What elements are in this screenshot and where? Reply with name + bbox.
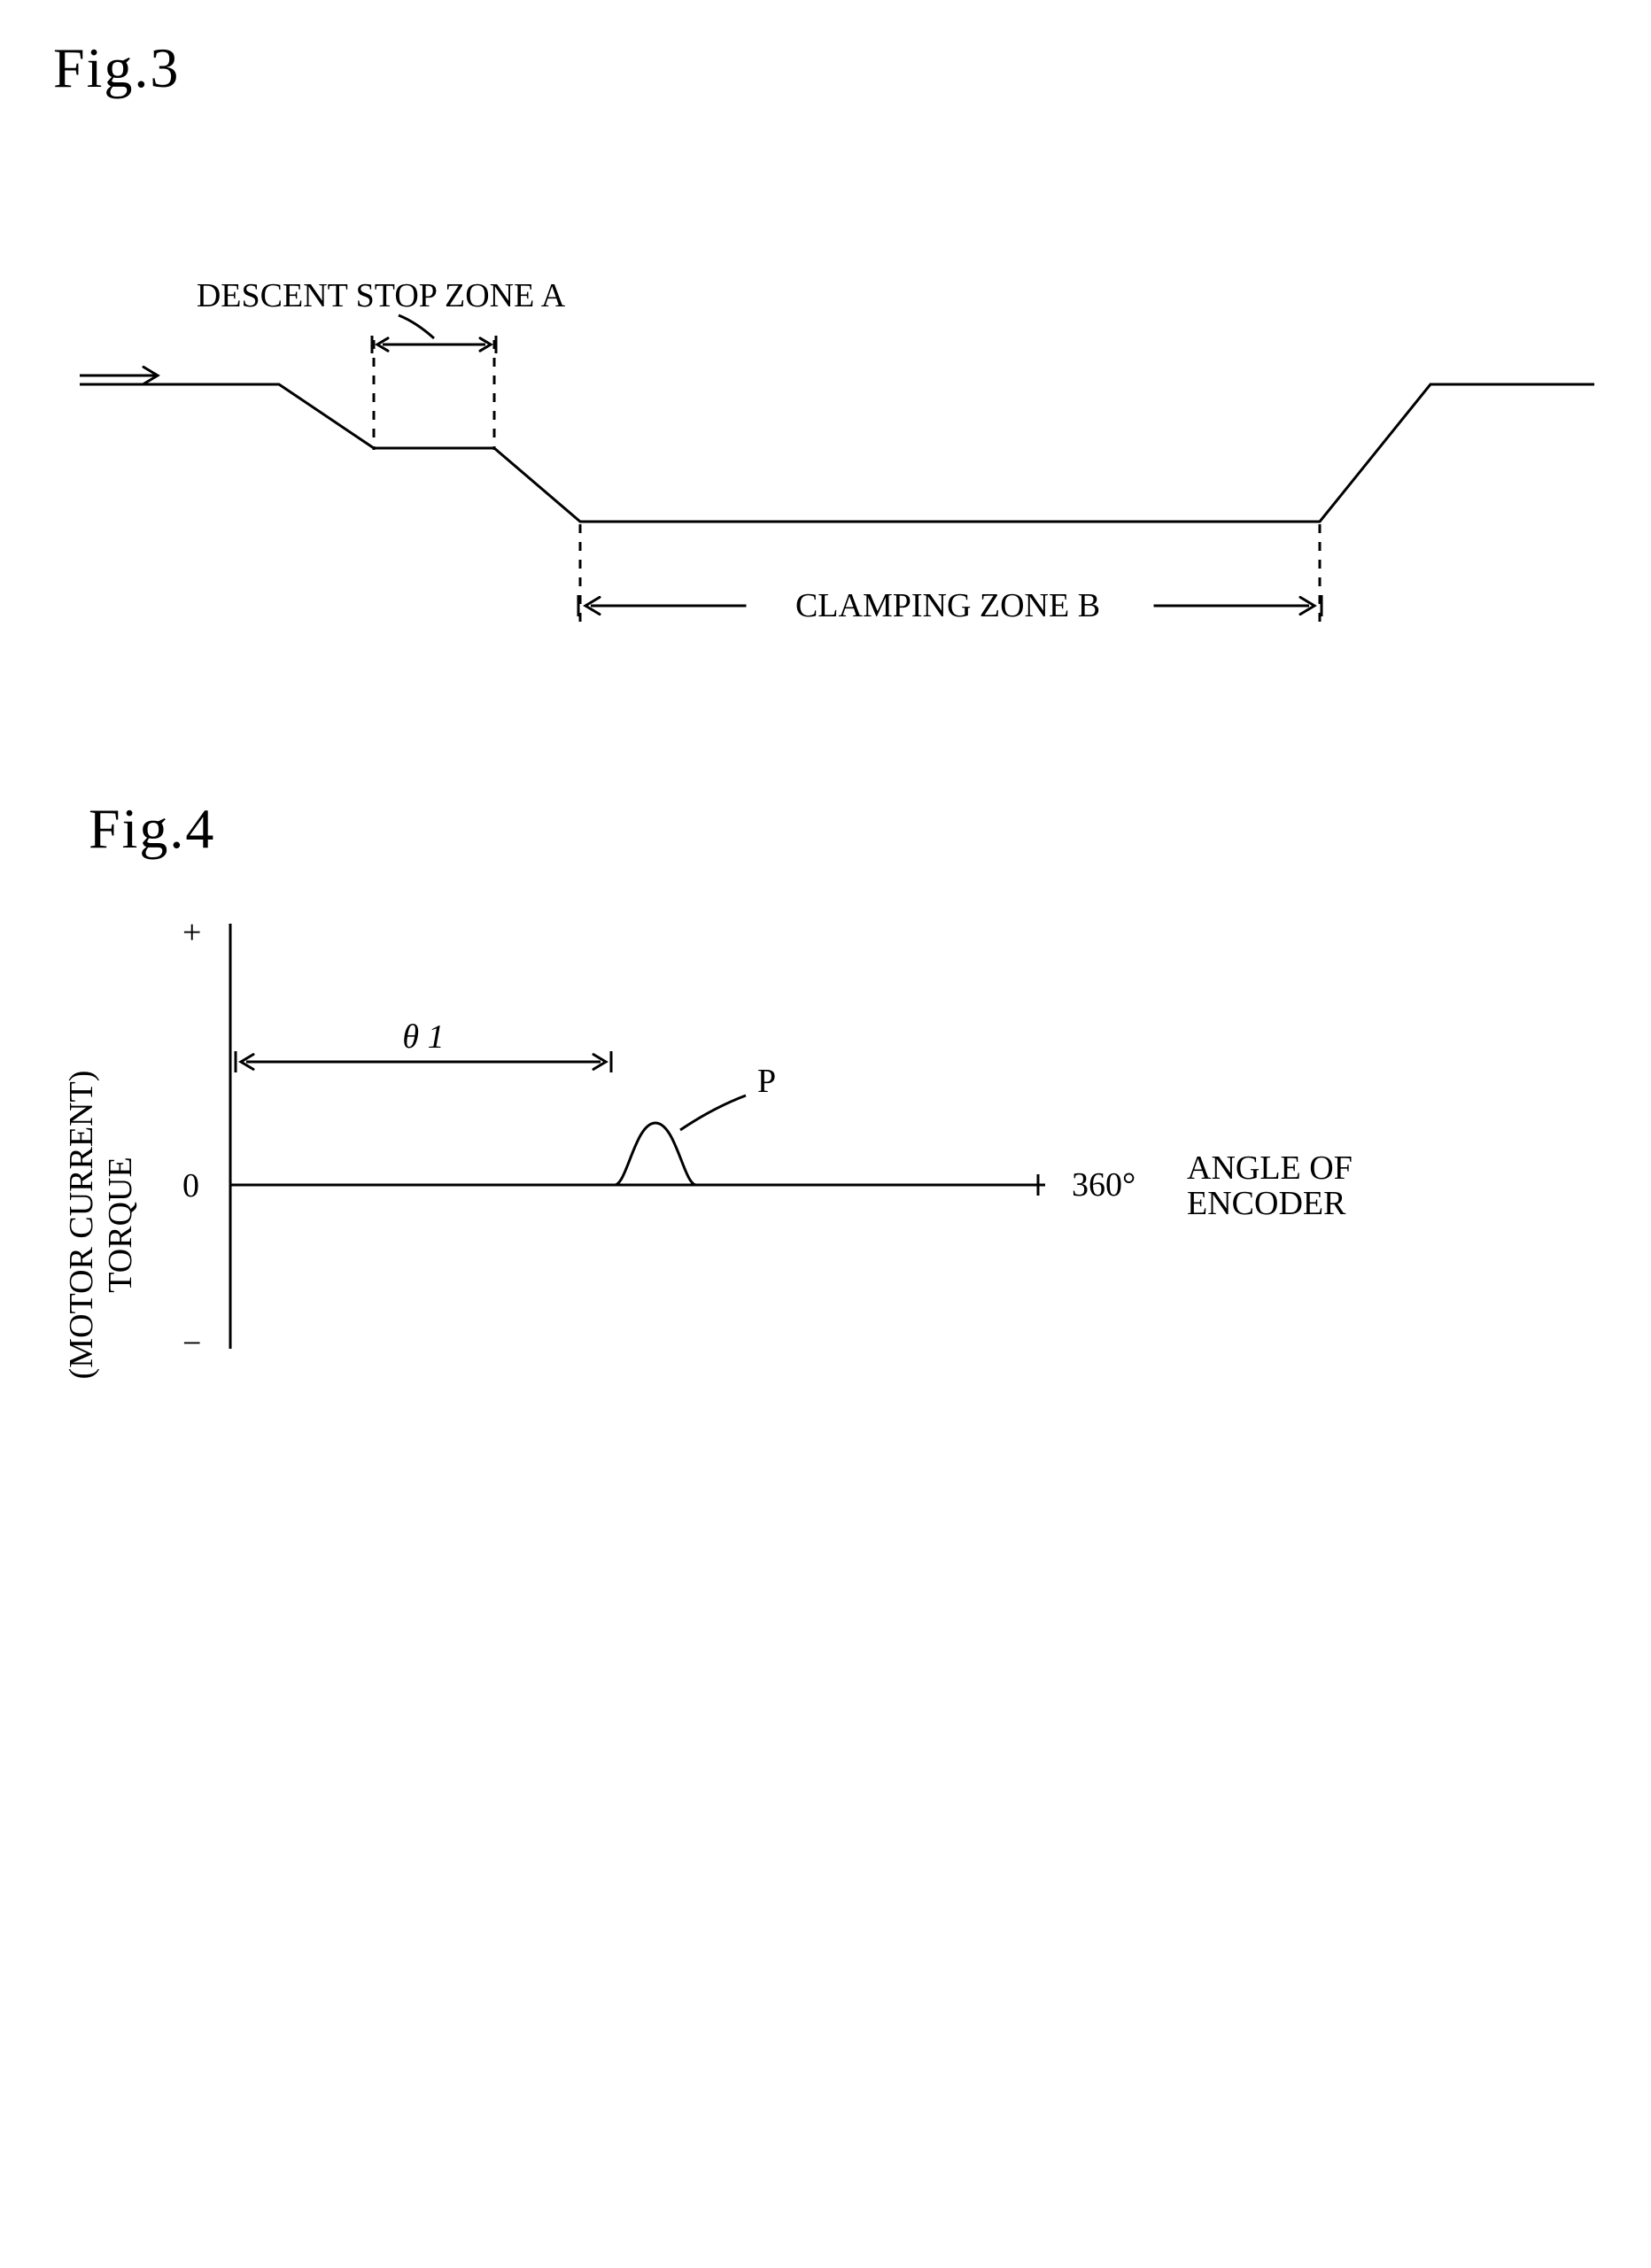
cam-profile [80,384,1594,522]
x-axis-label-2: ENCODER [1187,1185,1346,1222]
y-axis-label-2: (MOTOR CURRENT) [63,1071,100,1380]
x-axis-label-1: ANGLE OF [1187,1149,1353,1187]
zero-label: 0 [182,1167,199,1204]
figure-3: Fig.3 DESCENT STOP ZONE A CLAMPING ZONE B [53,35,1598,672]
fig4-svg: 360° + − 0 θ 1 P ANGLE OFENCODER TORQUE(MOTOR C… [53,862,1594,1411]
plus-label: + [182,914,201,951]
figure-4: Fig.4 360° + − 0 θ 1 P ANGLE OFENCODER TORQUE(M… [53,796,1598,1415]
peak-label: P [757,1063,776,1100]
y-axis-label-1: TORQUE [102,1157,139,1292]
zone-a-leader [399,315,434,338]
fig4-label: Fig.4 [89,796,1598,862]
zone-b-label: CLAMPING ZONE B [795,587,1100,624]
fig3-svg: DESCENT STOP ZONE A CLAMPING ZONE B [53,101,1594,668]
minus-label: − [182,1325,201,1362]
tick-360-label: 360° [1072,1166,1136,1204]
fig3-label: Fig.3 [53,35,1598,101]
torque-peak [615,1123,696,1185]
zone-a-label: DESCENT STOP ZONE A [197,277,566,314]
theta-label: θ 1 [402,1018,444,1056]
peak-leader [680,1095,746,1130]
